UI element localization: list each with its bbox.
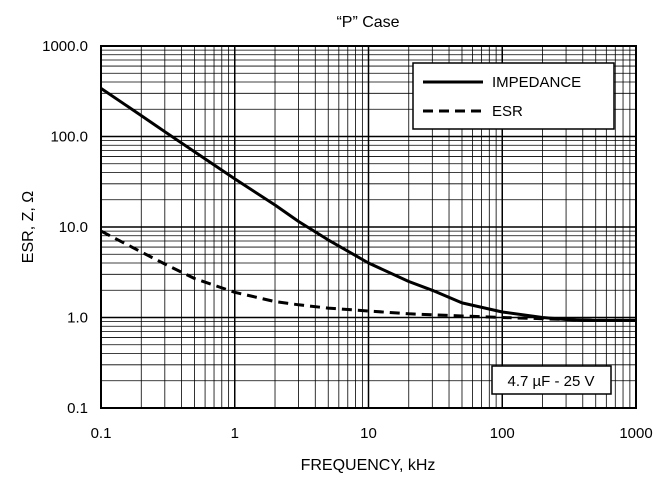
legend-box bbox=[412, 62, 615, 130]
x-axis-title: FREQUENCY, kHz bbox=[301, 457, 436, 474]
annotation: 4.7 µF - 25 V bbox=[491, 365, 612, 395]
x-tick-label: 1000 bbox=[619, 425, 652, 442]
legend-label-impedance: IMPEDANCE bbox=[492, 74, 581, 91]
y-tick-label: 10.0 bbox=[59, 219, 88, 236]
x-tick-labels: 0.1 1 10 100 1000 bbox=[91, 425, 653, 442]
x-tick-label: 100 bbox=[490, 425, 515, 442]
y-tick-label: 0.1 bbox=[67, 400, 88, 417]
x-tick-label: 1 bbox=[231, 425, 239, 442]
legend-label-esr: ESR bbox=[492, 103, 523, 120]
y-tick-label: 1000.0 bbox=[42, 38, 88, 55]
series-line-esr bbox=[100, 229, 636, 322]
legend: IMPEDANCE ESR bbox=[412, 62, 615, 130]
annotation-text: 4.7 µF - 25 V bbox=[507, 373, 594, 390]
y-axis-title: ESR, Z, Ω bbox=[20, 191, 37, 263]
annotation-box bbox=[491, 365, 612, 395]
series-layer bbox=[100, 87, 636, 322]
chart-title: “P” Case bbox=[336, 14, 399, 31]
y-tick-label: 100.0 bbox=[50, 129, 88, 146]
y-tick-label: 1.0 bbox=[67, 310, 88, 327]
y-tick-labels: 0.1 1.0 10.0 100.0 1000.0 bbox=[42, 38, 88, 417]
x-tick-label: 10 bbox=[360, 425, 377, 442]
x-tick-label: 0.1 bbox=[91, 425, 112, 442]
plot-frame bbox=[100, 45, 637, 409]
